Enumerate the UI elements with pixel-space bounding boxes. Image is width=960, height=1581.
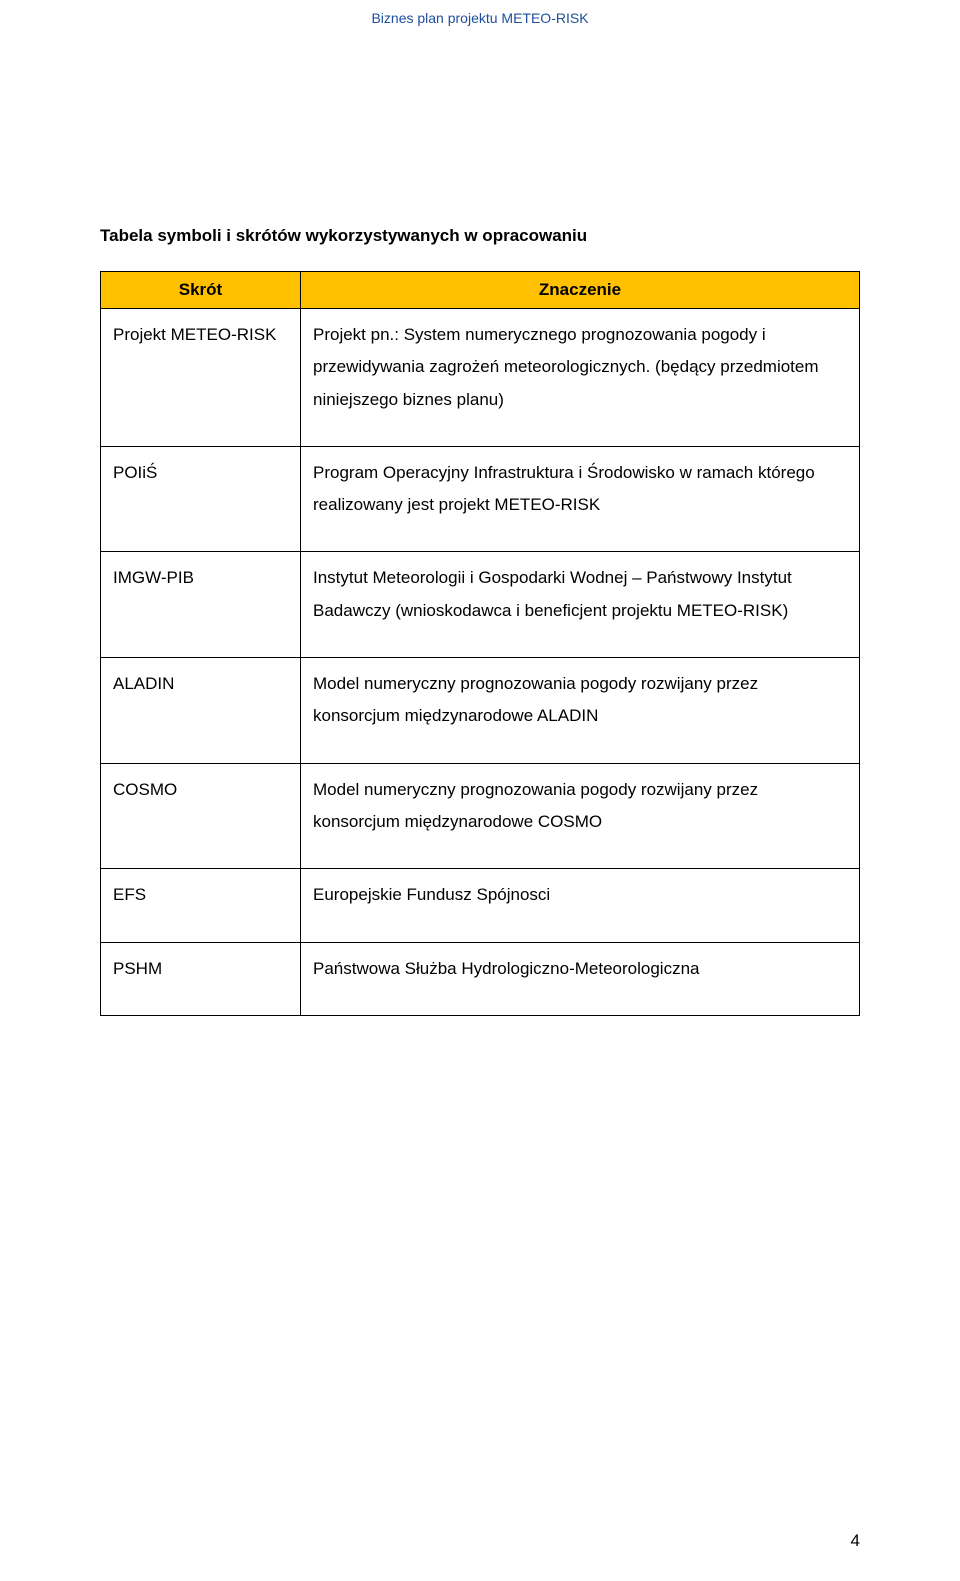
cell-skrot: POIiŚ bbox=[101, 446, 301, 552]
table-row: EFS Europejskie Fundusz Spójnosci bbox=[101, 869, 860, 942]
cell-znaczenie: Państwowa Służba Hydrologiczno-Meteorolo… bbox=[301, 942, 860, 1015]
table-row: POIiŚ Program Operacyjny Infrastruktura … bbox=[101, 446, 860, 552]
column-header-znaczenie: Znaczenie bbox=[301, 272, 860, 309]
table-row: Projekt METEO-RISK Projekt pn.: System n… bbox=[101, 309, 860, 447]
header-title: Biznes plan projektu METEO-RISK bbox=[371, 10, 588, 26]
cell-znaczenie: Model numeryczny prognozowania pogody ro… bbox=[301, 763, 860, 869]
table-row: IMGW-PIB Instytut Meteorologii i Gospoda… bbox=[101, 552, 860, 658]
cell-skrot: IMGW-PIB bbox=[101, 552, 301, 658]
document-header: Biznes plan projektu METEO-RISK bbox=[0, 0, 960, 26]
cell-znaczenie: Europejskie Fundusz Spójnosci bbox=[301, 869, 860, 942]
cell-znaczenie: Program Operacyjny Infrastruktura i Środ… bbox=[301, 446, 860, 552]
table-title: Tabela symboli i skrótów wykorzystywanyc… bbox=[100, 226, 860, 246]
table-row: COSMO Model numeryczny prognozowania pog… bbox=[101, 763, 860, 869]
cell-skrot: EFS bbox=[101, 869, 301, 942]
cell-znaczenie: Projekt pn.: System numerycznego prognoz… bbox=[301, 309, 860, 447]
column-header-skrot: Skrót bbox=[101, 272, 301, 309]
cell-skrot: PSHM bbox=[101, 942, 301, 1015]
cell-skrot: COSMO bbox=[101, 763, 301, 869]
table-row: PSHM Państwowa Służba Hydrologiczno-Mete… bbox=[101, 942, 860, 1015]
cell-skrot: ALADIN bbox=[101, 658, 301, 764]
cell-znaczenie: Instytut Meteorologii i Gospodarki Wodne… bbox=[301, 552, 860, 658]
document-content: Tabela symboli i skrótów wykorzystywanyc… bbox=[0, 26, 960, 1016]
cell-znaczenie: Model numeryczny prognozowania pogody ro… bbox=[301, 658, 860, 764]
page-number: 4 bbox=[851, 1531, 860, 1551]
cell-skrot: Projekt METEO-RISK bbox=[101, 309, 301, 447]
abbreviations-table: Skrót Znaczenie Projekt METEO-RISK Proje… bbox=[100, 271, 860, 1016]
table-header-row: Skrót Znaczenie bbox=[101, 272, 860, 309]
table-row: ALADIN Model numeryczny prognozowania po… bbox=[101, 658, 860, 764]
